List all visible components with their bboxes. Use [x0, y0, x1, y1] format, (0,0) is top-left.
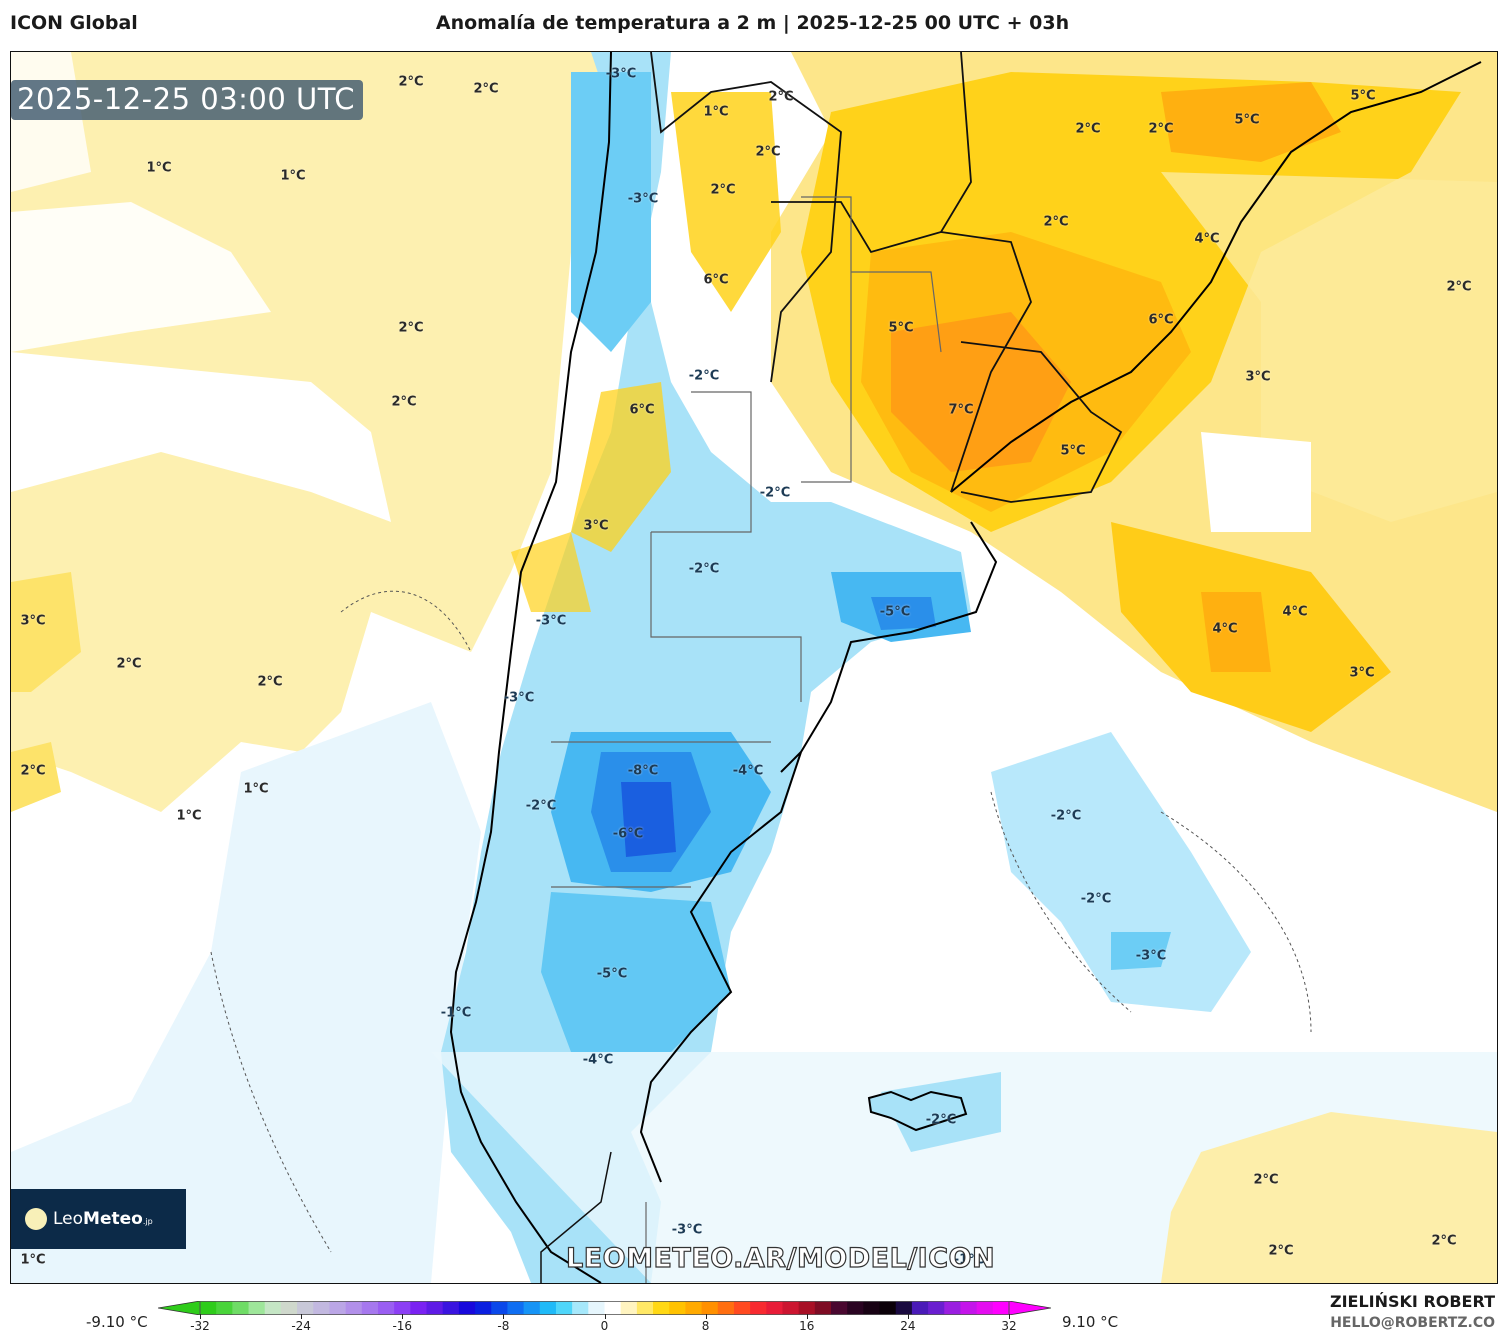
contour-label: 2°C [1268, 1243, 1294, 1259]
colorbar-tick-mark [907, 1314, 909, 1319]
contour-label: 6°C [703, 272, 729, 288]
contour-label: 1°C [146, 160, 172, 176]
contour-label: 4°C [1212, 621, 1238, 637]
contour-label: 5°C [1350, 88, 1376, 104]
contour-label: 7°C [948, 402, 974, 418]
valid-time-badge: 2025-12-25 03:00 UTC [11, 80, 364, 120]
contour-label: -2°C [759, 485, 791, 501]
contour-label: -3°C [671, 1222, 703, 1238]
contour-label: -2°C [525, 798, 557, 814]
colorbar-tick-mark [806, 1314, 808, 1319]
watermark-url: LEOMETEO.AR/MODEL/ICON [565, 1242, 996, 1274]
contour-label: 2°C [116, 656, 142, 672]
contour-label: -3°C [503, 690, 535, 706]
contour-label: 2°C [1253, 1172, 1279, 1188]
contour-label: 5°C [1060, 443, 1086, 459]
colorbar-tick-mark [200, 1314, 201, 1319]
colorbar-tick-label: 0 [600, 1319, 609, 1333]
contour-label: -3°C [627, 191, 659, 207]
colorbar-tick-label: 16 [799, 1319, 815, 1333]
contour-label: 2°C [257, 674, 283, 690]
contour-label: 1°C [176, 808, 202, 824]
contour-label: 1°C [280, 168, 306, 184]
colorbar-tick-label: 24 [900, 1319, 916, 1333]
contour-label: 5°C [1234, 112, 1260, 128]
contour-label: 3°C [583, 518, 609, 534]
contour-label: 2°C [398, 74, 424, 90]
contour-label: 2°C [1043, 214, 1069, 230]
colorbar-max-label: 9.10 °C [1062, 1313, 1119, 1331]
contour-label: 3°C [20, 613, 46, 629]
contour-label: 6°C [1148, 312, 1174, 328]
contour-label: -3°C [1135, 948, 1167, 964]
contour-label: 4°C [1194, 231, 1220, 247]
contour-label: -4°C [582, 1052, 614, 1068]
contour-label: -2°C [688, 561, 720, 577]
contour-label: 4°C [1282, 604, 1308, 620]
contour-label: -2°C [1050, 808, 1082, 824]
map-panel[interactable]: 2025-12-25 03:00 UTC 2°C 2°C -3°C 1°C 2°C 2°C… [10, 51, 1498, 1284]
contour-label: 2°C [755, 144, 781, 160]
contour-label: 1°C [703, 104, 729, 120]
colorbar-tick-mark [503, 1314, 505, 1319]
colorbar-min-label: -9.10 °C [86, 1313, 148, 1331]
model-name: ICON Global [10, 12, 138, 34]
contour-label: -1°C [953, 1252, 985, 1268]
contour-label: -3°C [535, 613, 567, 629]
author-email[interactable]: HELLO@ROBERTZ.CO [1330, 1315, 1495, 1331]
map-title: Anomalía de temperatura a 2 m | 2025-12-… [435, 12, 1070, 34]
contour-label: -2°C [925, 1112, 957, 1128]
contour-label: 2°C [391, 394, 417, 410]
colorbar-tick-mark [402, 1314, 404, 1319]
contour-label: 2°C [768, 89, 794, 105]
contour-label: 5°C [888, 320, 914, 336]
colorbar-tick-label: -24 [291, 1319, 311, 1333]
colorbar-tick-mark [705, 1314, 707, 1319]
contour-label: 2°C [1148, 121, 1174, 137]
colorbar-tick-mark [301, 1314, 303, 1319]
contour-label: 1°C [243, 781, 269, 797]
contour-label: -2°C [1080, 891, 1112, 907]
contour-label: 2°C [1075, 121, 1101, 137]
sun-icon [25, 1208, 47, 1230]
contour-label: 3°C [1349, 665, 1375, 681]
logo-text: LeoMeteo.jp [53, 1209, 153, 1229]
contour-label: -6°C [612, 826, 644, 842]
colorbar-gradient [157, 1300, 1052, 1316]
contour-label: -5°C [879, 604, 911, 620]
contour-label: 6°C [629, 402, 655, 418]
contour-label: 2°C [398, 320, 424, 336]
colorbar-tick-label: -8 [497, 1319, 510, 1333]
colorbar-tick-label: -32 [190, 1319, 210, 1333]
leometeo-logo[interactable]: LeoMeteo.jp [11, 1189, 186, 1249]
contour-label: 2°C [20, 763, 46, 779]
author-name: ZIELIŃSKI ROBERT [1329, 1292, 1495, 1311]
contour-label: -2°C [688, 368, 720, 384]
contour-label: -3°C [605, 66, 637, 82]
colorbar-tick-label: 8 [701, 1319, 710, 1333]
temperature-anomaly-field [11, 52, 1497, 1283]
contour-label: 2°C [1431, 1233, 1457, 1249]
colorbar-tick-label: 32 [1001, 1319, 1017, 1333]
contour-label: -4°C [732, 763, 764, 779]
contour-label: 1°C [20, 1252, 46, 1268]
contour-label: -1°C [440, 1005, 472, 1021]
colorbar-tick-label: -16 [392, 1319, 413, 1333]
contour-label: 3°C [1245, 369, 1271, 385]
colorbar-tick-mark [1009, 1314, 1010, 1319]
colorbar [157, 1300, 1052, 1316]
colorbar-tick-mark [604, 1314, 606, 1319]
contour-label: -5°C [596, 966, 628, 982]
contour-label: -8°C [627, 763, 659, 779]
contour-label: 2°C [1446, 279, 1472, 295]
contour-label: 2°C [473, 81, 499, 97]
contour-label: 2°C [710, 182, 736, 198]
